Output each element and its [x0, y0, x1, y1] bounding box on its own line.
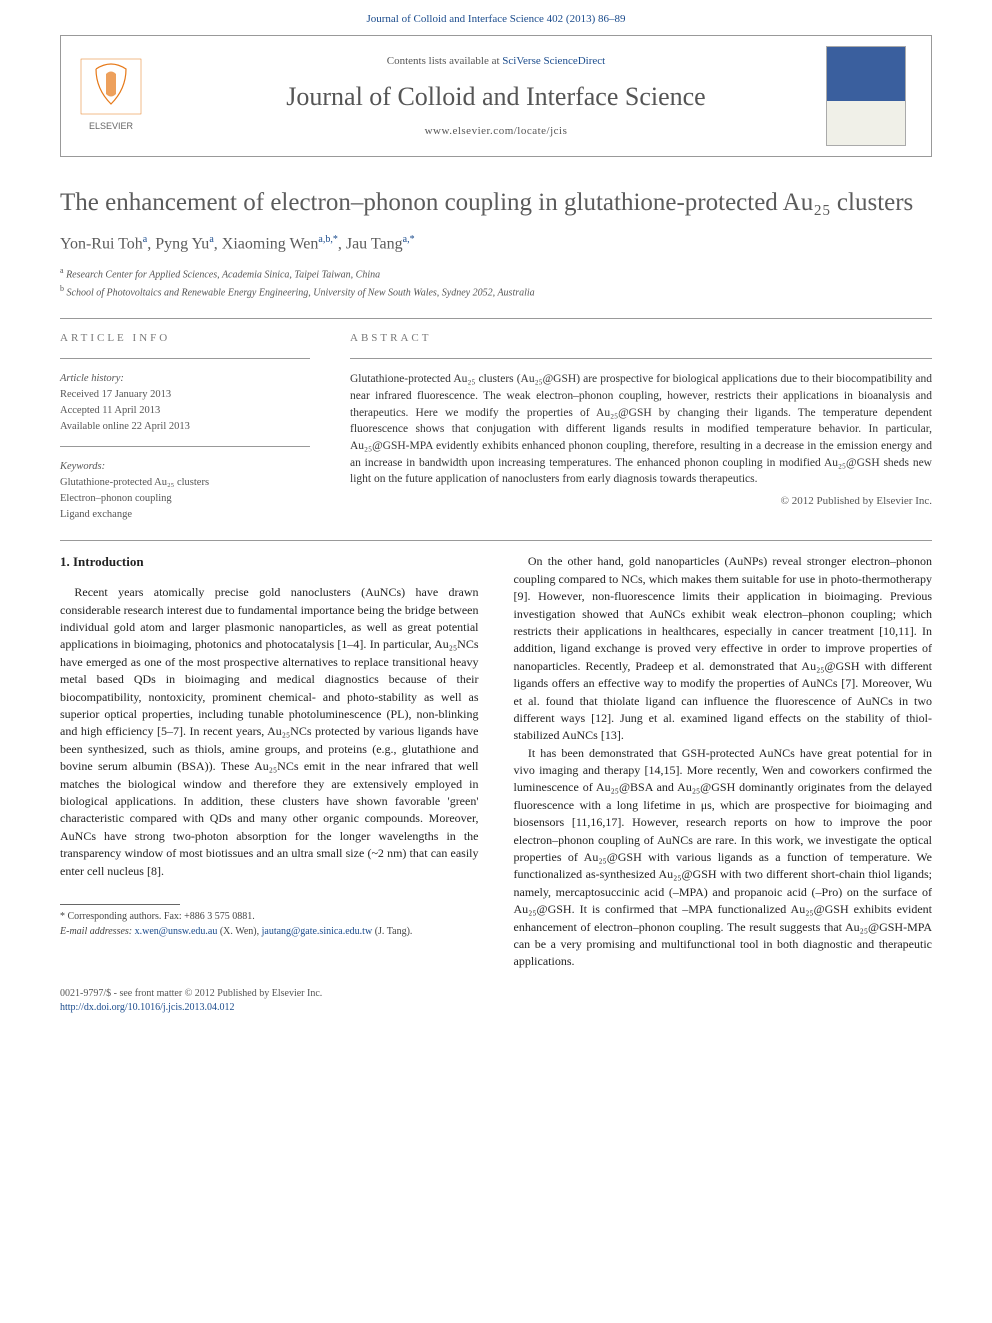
- keyword: Ligand exchange: [60, 507, 310, 523]
- section-heading: 1. Introduction: [60, 553, 479, 572]
- abstract-block: ABSTRACT Glutathione-protected Au₂₅ clus…: [350, 331, 932, 522]
- article-title: The enhancement of electron–phonon coupl…: [60, 187, 932, 218]
- article-info-label: ARTICLE INFO: [60, 331, 310, 346]
- paragraph: Recent years atomically precise gold nan…: [60, 584, 479, 880]
- contents-available-line: Contents lists available at SciVerse Sci…: [181, 54, 811, 69]
- email-line: E-mail addresses: x.wen@unsw.edu.au (X. …: [60, 924, 479, 939]
- citation-text: Journal of Colloid and Interface Science…: [366, 13, 625, 25]
- doi-link[interactable]: http://dx.doi.org/10.1016/j.jcis.2013.04…: [60, 1002, 235, 1013]
- corresponding-author-note: * Corresponding authors. Fax: +886 3 575…: [60, 909, 479, 924]
- footnotes: * Corresponding authors. Fax: +886 3 575…: [60, 904, 479, 939]
- journal-homepage-url: www.elsevier.com/locate/jcis: [181, 124, 811, 139]
- article-info-block: ARTICLE INFO Article history: Received 1…: [60, 331, 310, 522]
- accepted-date: Accepted 11 April 2013: [60, 403, 310, 419]
- masthead-center: Contents lists available at SciVerse Sci…: [181, 54, 811, 139]
- received-date: Received 17 January 2013: [60, 387, 310, 403]
- keyword: Electron–phonon coupling: [60, 491, 310, 507]
- elsevier-logo: ELSEVIER: [76, 54, 166, 139]
- sciencedirect-link[interactable]: SciVerse ScienceDirect: [502, 55, 605, 67]
- journal-masthead: ELSEVIER Contents lists available at Sci…: [60, 35, 932, 157]
- email-link[interactable]: jautang@gate.sinica.edu.tw: [262, 926, 373, 937]
- abstract-text: Glutathione-protected Au₂₅ clusters (Au₂…: [350, 371, 932, 488]
- issn-line: 0021-9797/$ - see front matter © 2012 Pu…: [60, 987, 932, 1001]
- journal-cover-thumbnail: [826, 46, 906, 146]
- paragraph: On the other hand, gold nanoparticles (A…: [514, 553, 933, 744]
- history-label: Article history:: [60, 371, 310, 387]
- abstract-label: ABSTRACT: [350, 331, 932, 346]
- journal-name: Journal of Colloid and Interface Science: [181, 79, 811, 115]
- affiliations: a Research Center for Applied Sciences, …: [60, 265, 932, 300]
- online-date: Available online 22 April 2013: [60, 419, 310, 435]
- divider: [60, 318, 932, 319]
- svg-text:ELSEVIER: ELSEVIER: [89, 121, 134, 131]
- body-two-column: 1. Introduction Recent years atomically …: [60, 553, 932, 970]
- keywords-label: Keywords:: [60, 459, 310, 475]
- email-link[interactable]: x.wen@unsw.edu.au: [135, 926, 218, 937]
- footer-meta: 0021-9797/$ - see front matter © 2012 Pu…: [60, 987, 932, 1015]
- paragraph: It has been demonstrated that GSH-protec…: [514, 745, 933, 971]
- running-header: Journal of Colloid and Interface Science…: [0, 0, 992, 35]
- abstract-copyright: © 2012 Published by Elsevier Inc.: [350, 494, 932, 509]
- keyword: Glutathione-protected Au₂₅ clusters: [60, 475, 310, 491]
- divider: [60, 540, 932, 541]
- author-list: Yon-Rui Toha, Pyng Yua, Xiaoming Wena,b,…: [60, 233, 932, 256]
